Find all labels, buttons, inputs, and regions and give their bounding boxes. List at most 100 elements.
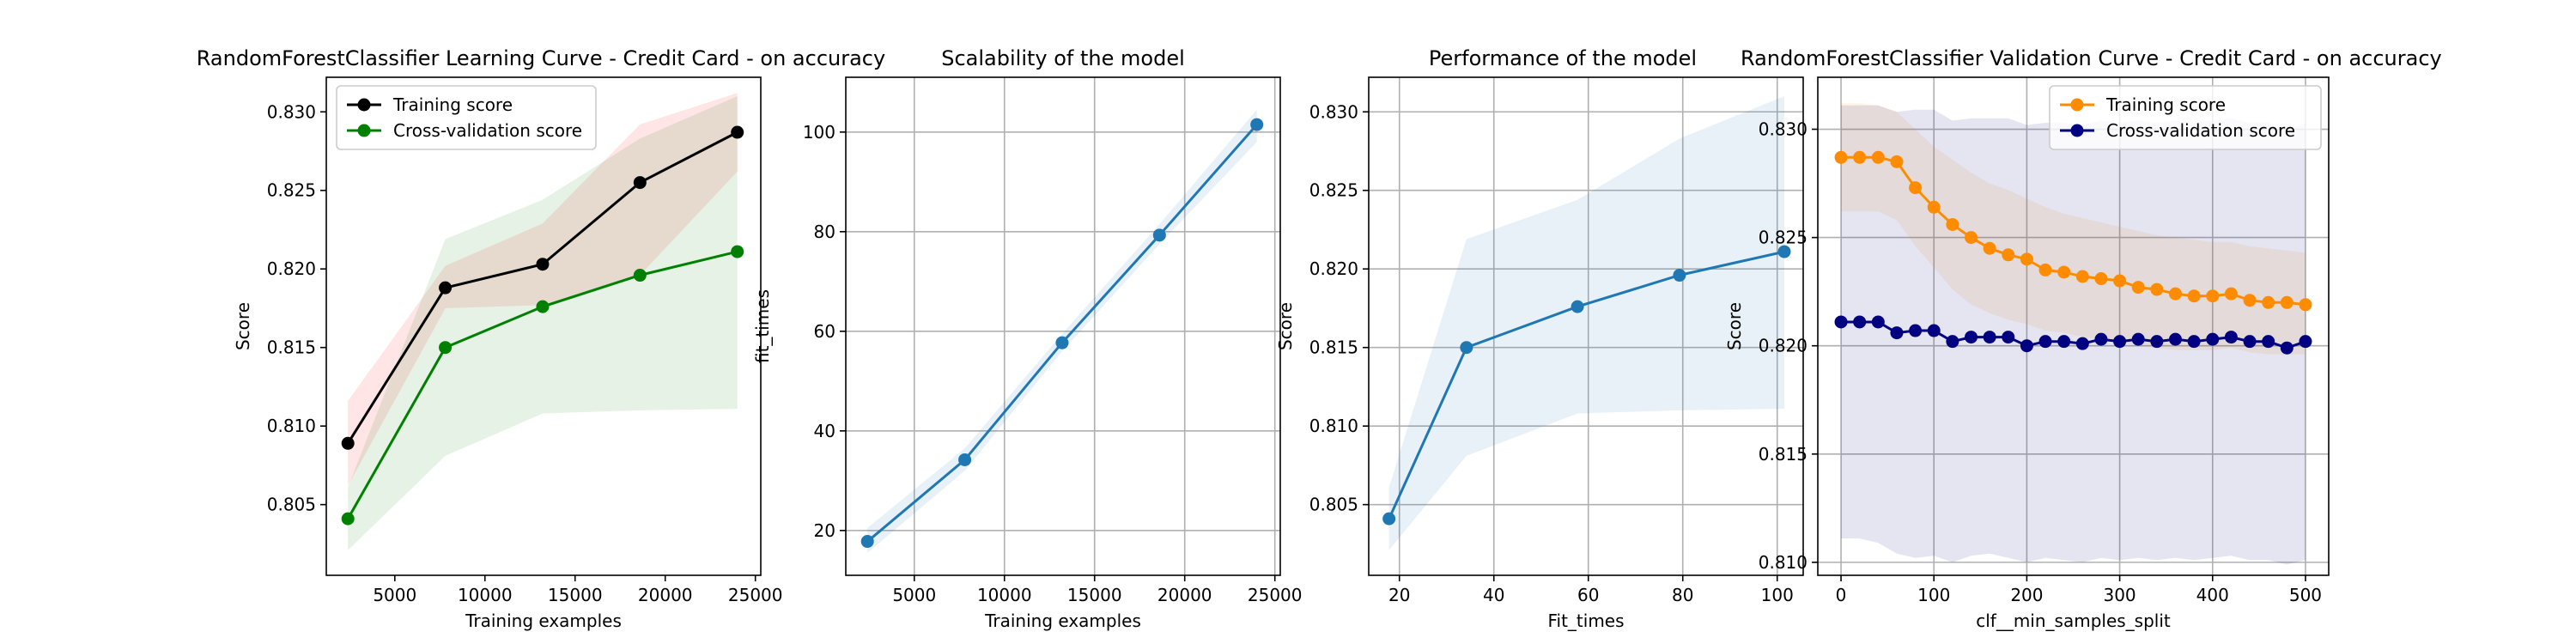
x-tick-label-1: 10000 bbox=[977, 585, 1032, 605]
data-point-2-12 bbox=[2038, 335, 2052, 349]
legend: Training score Cross-validation score bbox=[2049, 85, 2322, 150]
y-tick-label-1: 40 bbox=[814, 421, 835, 441]
data-point-1-14 bbox=[2075, 270, 2089, 283]
y-axis-label: fit_times bbox=[752, 289, 773, 363]
legend-marker-training-score bbox=[357, 98, 371, 112]
data-point-2-23 bbox=[2243, 335, 2257, 349]
data-point-2-14 bbox=[2075, 337, 2089, 350]
legend: Training score Cross-validation score bbox=[336, 85, 597, 150]
data-point-1-25 bbox=[2280, 295, 2293, 309]
data-point-1-2 bbox=[1460, 341, 1473, 355]
confidence-band-2 bbox=[348, 96, 738, 550]
data-point-2-25 bbox=[2280, 341, 2293, 355]
data-point-1-26 bbox=[2299, 298, 2312, 312]
data-point-1-5 bbox=[1250, 118, 1264, 131]
data-point-1-3 bbox=[1871, 150, 1885, 164]
x-tick-label-5: 500 bbox=[2289, 585, 2322, 605]
legend-label-training-score: Training score bbox=[392, 94, 513, 115]
y-tick-label-3: 0.820 bbox=[1309, 258, 1358, 279]
legend-box bbox=[336, 85, 597, 150]
data-point-1-19 bbox=[2169, 287, 2182, 301]
data-point-2-3 bbox=[536, 300, 550, 313]
data-point-1-1 bbox=[1382, 512, 1396, 526]
data-point-2-21 bbox=[2206, 332, 2220, 346]
y-tick-label-4: 0.830 bbox=[1759, 119, 1807, 140]
confidence-band-1 bbox=[348, 93, 738, 486]
x-tick-label-0: 5000 bbox=[373, 585, 416, 605]
x-tick-label-4: 25000 bbox=[728, 585, 783, 605]
data-point-1-9 bbox=[1983, 241, 1996, 255]
y-tick-label-3: 0.825 bbox=[1759, 228, 1807, 248]
data-point-2-10 bbox=[2002, 331, 2015, 344]
x-axis-label: clf__min_samples_split bbox=[1976, 611, 2171, 631]
data-point-1-12 bbox=[2038, 263, 2052, 276]
data-point-2-13 bbox=[2057, 335, 2071, 349]
data-point-1-6 bbox=[1927, 200, 1941, 214]
legend-marker-cross-validation-score bbox=[357, 124, 371, 137]
data-point-2-1 bbox=[341, 512, 355, 526]
data-point-2-22 bbox=[2224, 331, 2238, 344]
data-point-2-15 bbox=[2094, 332, 2108, 346]
data-point-2-26 bbox=[2299, 335, 2312, 349]
y-tick-label-5: 0.830 bbox=[267, 101, 316, 122]
data-point-2-7 bbox=[1946, 335, 1959, 349]
plot-frame bbox=[1368, 76, 1804, 576]
data-point-1-3 bbox=[1571, 300, 1584, 313]
data-point-1-11 bbox=[2020, 252, 2033, 266]
x-tick-label-4: 400 bbox=[2196, 585, 2229, 605]
x-tick-label-4: 25000 bbox=[1248, 585, 1303, 605]
data-point-1-15 bbox=[2094, 272, 2108, 286]
data-point-2-4 bbox=[633, 269, 647, 283]
data-point-1-3 bbox=[1055, 336, 1069, 349]
data-point-1-2 bbox=[958, 453, 972, 466]
confidence-band-1 bbox=[1388, 96, 1784, 550]
data-point-2-16 bbox=[2113, 335, 2127, 349]
data-point-1-8 bbox=[1965, 231, 1978, 245]
x-tick-label-3: 300 bbox=[2103, 585, 2136, 605]
data-point-1-21 bbox=[2206, 289, 2220, 303]
x-axis-label: Training examples bbox=[984, 611, 1141, 631]
data-point-2-2 bbox=[1853, 315, 1867, 329]
legend-label-cross-validation-score: Cross-validation score bbox=[393, 120, 582, 141]
legend-box bbox=[2049, 85, 2322, 150]
chart-panel-3: 20 40 60 80 100 0.805 0.810 0.815 0.820 0.825 0.83… bbox=[1275, 46, 1804, 631]
data-point-1-24 bbox=[2262, 295, 2275, 309]
x-tick-label-4: 100 bbox=[1761, 585, 1794, 605]
data-point-2-11 bbox=[2020, 339, 2033, 353]
x-tick-label-0: 0 bbox=[1836, 585, 1847, 605]
x-tick-label-1: 40 bbox=[1483, 585, 1504, 605]
x-tick-label-0: 5000 bbox=[892, 585, 936, 605]
data-point-1-7 bbox=[1946, 217, 1959, 231]
x-tick-label-1: 100 bbox=[1917, 585, 1950, 605]
data-point-2-20 bbox=[2187, 335, 2201, 349]
x-tick-label-0: 20 bbox=[1388, 585, 1410, 605]
chart-title: RandomForestClassifier Learning Curve - … bbox=[197, 46, 885, 70]
data-point-2-1 bbox=[1834, 315, 1848, 329]
plot-frame bbox=[1817, 76, 2330, 576]
chart-title: Scalability of the model bbox=[941, 46, 1185, 70]
x-tick-label-3: 20000 bbox=[1157, 585, 1212, 605]
data-point-1-20 bbox=[2187, 289, 2201, 303]
data-point-1-13 bbox=[2057, 265, 2071, 279]
data-point-2-9 bbox=[1983, 331, 1996, 344]
data-point-1-4 bbox=[1673, 269, 1686, 283]
y-tick-label-2: 0.815 bbox=[1309, 337, 1358, 358]
y-axis-label: Score bbox=[1724, 302, 1745, 350]
y-tick-label-1: 0.810 bbox=[267, 416, 316, 436]
x-tick-label-2: 200 bbox=[2010, 585, 2043, 605]
data-point-2-3 bbox=[1871, 315, 1885, 329]
y-tick-label-2: 0.815 bbox=[267, 337, 316, 358]
data-point-1-5 bbox=[1909, 181, 1923, 195]
x-axis-label: Fit_times bbox=[1547, 611, 1624, 631]
data-point-2-4 bbox=[1890, 326, 1904, 340]
data-point-1-4 bbox=[1152, 228, 1166, 242]
y-tick-label-4: 0.825 bbox=[267, 180, 316, 201]
data-point-1-5 bbox=[731, 125, 744, 139]
chart-panel-2: 5000 10000 15000 20000 25000 20 40 60 80 100 Train… bbox=[752, 46, 1303, 631]
data-point-2-6 bbox=[1927, 324, 1941, 337]
data-point-1-1 bbox=[860, 535, 874, 549]
plot-frame bbox=[325, 76, 762, 576]
y-tick-label-2: 0.820 bbox=[1759, 336, 1807, 356]
y-tick-label-3: 0.820 bbox=[267, 258, 316, 279]
